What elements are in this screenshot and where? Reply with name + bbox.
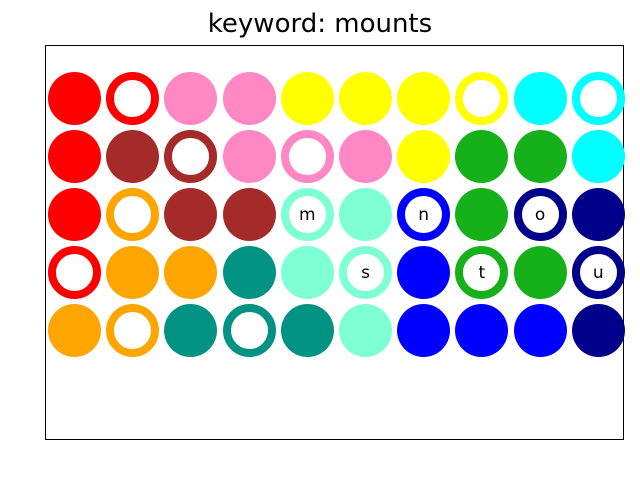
filled-cell[interactable]	[280, 246, 334, 299]
filled-cell[interactable]	[48, 188, 101, 241]
filled-cell[interactable]	[397, 304, 451, 357]
filled-cell[interactable]	[280, 304, 334, 357]
filled-cell[interactable]	[571, 130, 625, 183]
filled-cell[interactable]	[513, 130, 567, 183]
ring-cell[interactable]: m	[280, 188, 334, 241]
cell-letter: u	[592, 262, 604, 283]
filled-cell[interactable]	[397, 72, 451, 125]
ring-cell[interactable]: s	[339, 246, 392, 299]
filled-cell[interactable]	[455, 188, 509, 241]
ring-cell[interactable]	[280, 130, 334, 183]
filled-cell[interactable]	[397, 130, 451, 183]
puzzle-title: keyword: mounts	[207, 9, 433, 39]
ring-cell[interactable]: n	[397, 188, 451, 241]
cell-letter: o	[534, 204, 546, 225]
filled-cell[interactable]	[513, 304, 567, 357]
ring-cell[interactable]	[222, 304, 276, 357]
cell-letter: n	[418, 204, 430, 225]
filled-cell[interactable]	[339, 188, 392, 241]
cell-letter: m	[299, 204, 316, 225]
ring-cell[interactable]	[164, 130, 218, 183]
filled-cell[interactable]	[48, 304, 101, 357]
ring-cell[interactable]	[48, 246, 101, 299]
cell-letter: s	[361, 262, 370, 283]
game-board: m n o s t u	[45, 45, 625, 440]
filled-cell[interactable]	[280, 72, 334, 125]
filled-cell[interactable]	[48, 72, 101, 125]
filled-cell[interactable]	[455, 304, 509, 357]
filled-cell[interactable]	[513, 246, 567, 299]
filled-cell[interactable]	[106, 246, 160, 299]
filled-cell[interactable]	[222, 130, 276, 183]
filled-cell[interactable]	[339, 72, 392, 125]
filled-cell[interactable]	[222, 246, 276, 299]
filled-cell[interactable]	[164, 246, 218, 299]
filled-cell[interactable]	[106, 130, 160, 183]
filled-cell[interactable]	[397, 246, 451, 299]
filled-cell[interactable]	[455, 130, 509, 183]
ring-cell[interactable]	[106, 304, 160, 357]
filled-cell[interactable]	[339, 130, 392, 183]
filled-cell[interactable]	[571, 188, 625, 241]
ring-cell[interactable]	[571, 72, 625, 125]
filled-cell[interactable]	[164, 188, 218, 241]
ring-cell[interactable]	[106, 72, 160, 125]
ring-cell[interactable]: o	[513, 188, 567, 241]
ring-cell[interactable]: t	[455, 246, 509, 299]
ring-cell[interactable]: u	[571, 246, 625, 299]
filled-cell[interactable]	[48, 130, 101, 183]
filled-cell[interactable]	[164, 72, 218, 125]
cell-letter: t	[478, 262, 486, 283]
filled-cell[interactable]	[571, 304, 625, 357]
ring-cell[interactable]	[455, 72, 509, 125]
filled-cell[interactable]	[222, 72, 276, 125]
filled-cell[interactable]	[222, 188, 276, 241]
ring-cell[interactable]	[106, 188, 160, 241]
filled-cell[interactable]	[164, 304, 218, 357]
filled-cell[interactable]	[339, 304, 392, 357]
filled-cell[interactable]	[513, 72, 567, 125]
